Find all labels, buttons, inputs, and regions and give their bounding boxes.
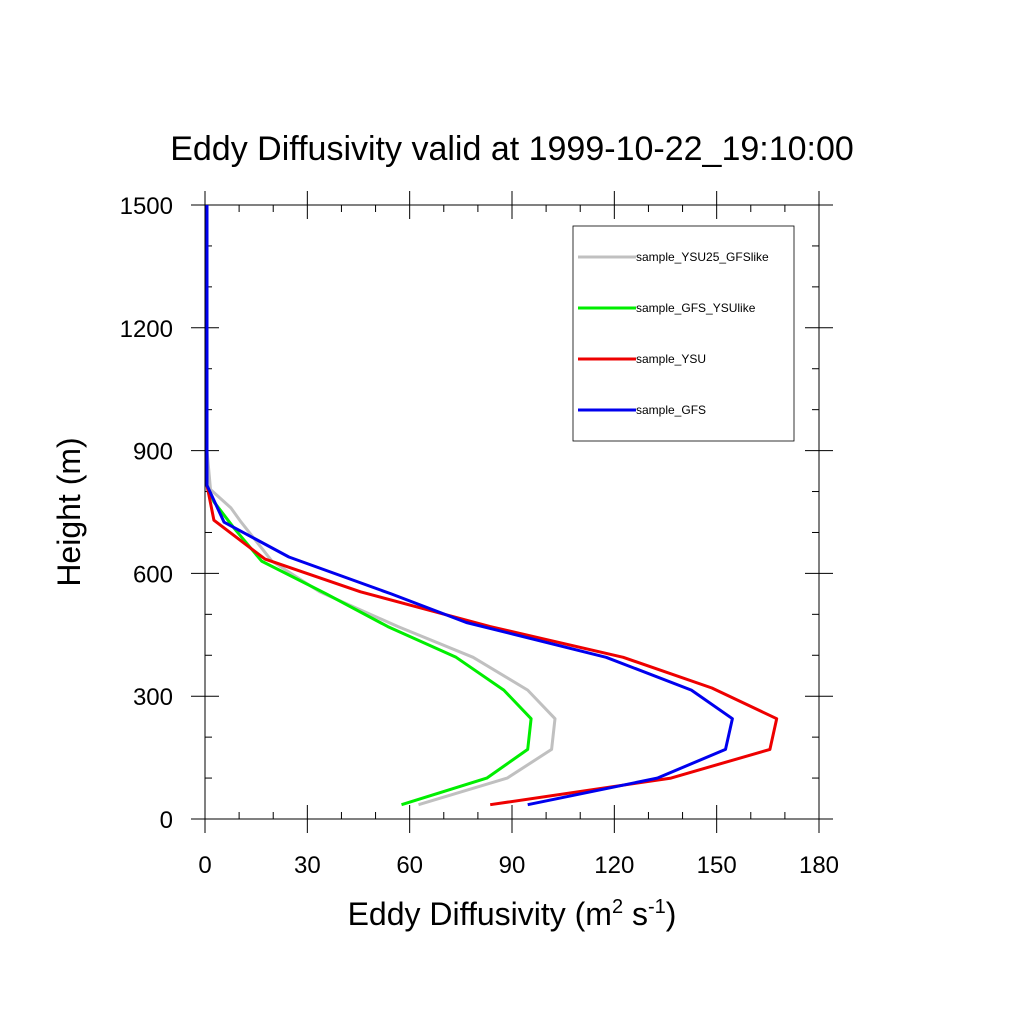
x-tick-label: 0 <box>198 852 211 879</box>
major-ticks <box>191 191 833 833</box>
chart-title: Eddy Diffusivity valid at 1999-10-22_19:… <box>170 130 854 168</box>
legend-label-sample_GFS_YSUlike: sample_GFS_YSUlike <box>636 301 756 315</box>
series-line-sample_GFS_YSUlike <box>205 205 533 807</box>
x-tick-label: 120 <box>594 852 634 879</box>
x-tick-label: 180 <box>799 852 839 879</box>
x-tick-label: 150 <box>697 852 737 879</box>
y-axis-label: Height (m) <box>51 437 87 586</box>
series-line-sample_YSU25_GFSlike <box>205 205 557 807</box>
y-tick-label: 1500 <box>120 193 173 220</box>
legend-label-sample_GFS: sample_GFS <box>636 403 706 417</box>
legend-label-sample_YSU: sample_YSU <box>636 352 706 366</box>
y-tick-label: 600 <box>133 561 173 588</box>
series-line-sample_GFS <box>205 205 734 807</box>
x-tick-labels: 0 30 60 90 120 150 180 <box>198 852 839 879</box>
x-tick-label: 30 <box>294 852 321 879</box>
x-axis-label: Eddy Diffusivity (m2 s-1) <box>348 896 677 932</box>
series-lines <box>205 205 779 807</box>
y-tick-label: 900 <box>133 439 173 466</box>
legend-box <box>572 225 795 442</box>
y-tick-label: 300 <box>133 684 173 711</box>
legend: sample_YSU25_GFSlike sample_GFS_YSUlikesa… <box>572 225 795 442</box>
legend-label-sample_YSU25_GFSlike: sample_YSU25_GFSlike <box>636 250 769 264</box>
x-tick-label: 90 <box>499 852 526 879</box>
y-tick-label: 1200 <box>120 316 173 343</box>
x-tick-label: 60 <box>396 852 423 879</box>
y-tick-label: 0 <box>160 807 173 834</box>
y-tick-labels: 0 300 600 900 1200 1500 <box>120 193 173 834</box>
